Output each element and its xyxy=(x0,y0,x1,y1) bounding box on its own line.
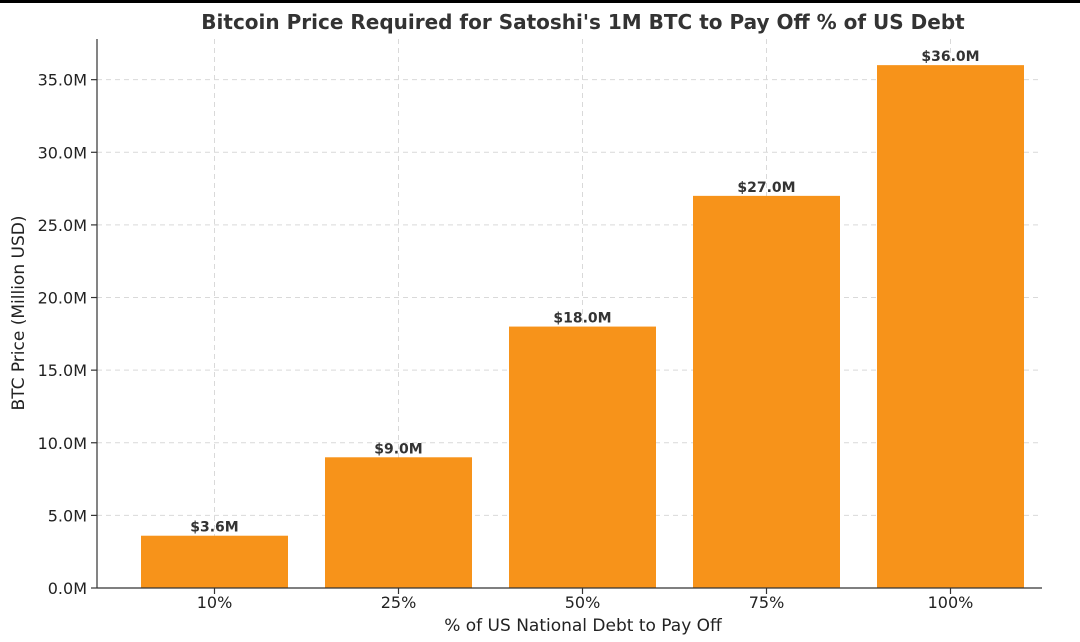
bar-25pct xyxy=(325,457,472,588)
bar-10pct xyxy=(141,535,288,588)
chart-title: Bitcoin Price Required for Satoshi's 1M … xyxy=(201,10,965,34)
x-ticks: 10% 25% 50% 75% 100% xyxy=(197,588,974,612)
x-tick-label: 10% xyxy=(197,593,233,612)
axes xyxy=(96,39,1042,589)
data-label: $36.0M xyxy=(921,49,979,65)
bar-50pct xyxy=(509,326,656,588)
data-label: $27.0M xyxy=(737,180,795,196)
y-tick-label: 5.0M xyxy=(48,506,87,525)
y-axis-label: BTC Price (Million USD) xyxy=(9,216,29,411)
x-tick-label: 50% xyxy=(565,593,601,612)
y-tick-label: 20.0M xyxy=(38,289,87,308)
bar-100pct xyxy=(877,65,1024,588)
y-tick-label: 35.0M xyxy=(38,71,87,90)
y-tick-label: 0.0M xyxy=(48,579,87,598)
y-tick-label: 15.0M xyxy=(38,361,87,380)
x-tick-label: 100% xyxy=(928,593,974,612)
bars xyxy=(141,65,1024,588)
data-label: $3.6M xyxy=(190,520,238,536)
x-tick-label: 75% xyxy=(749,593,785,612)
top-border-line xyxy=(0,0,1080,3)
x-axis-label: % of US National Debt to Pay Off xyxy=(444,616,723,636)
bar-75pct xyxy=(693,195,840,588)
y-tick-label: 25.0M xyxy=(38,216,87,235)
y-tick-label: 10.0M xyxy=(38,434,87,453)
data-labels: $3.6M $9.0M $18.0M $27.0M $36.0M xyxy=(190,49,979,536)
data-label: $9.0M xyxy=(374,441,422,457)
y-ticks: 0.0M 5.0M 10.0M 15.0M 20.0M 25.0M 30.0M 35.0M xyxy=(38,71,97,598)
data-label: $18.0M xyxy=(553,311,611,327)
y-tick-label: 30.0M xyxy=(38,143,87,162)
x-tick-label: 25% xyxy=(381,593,417,612)
